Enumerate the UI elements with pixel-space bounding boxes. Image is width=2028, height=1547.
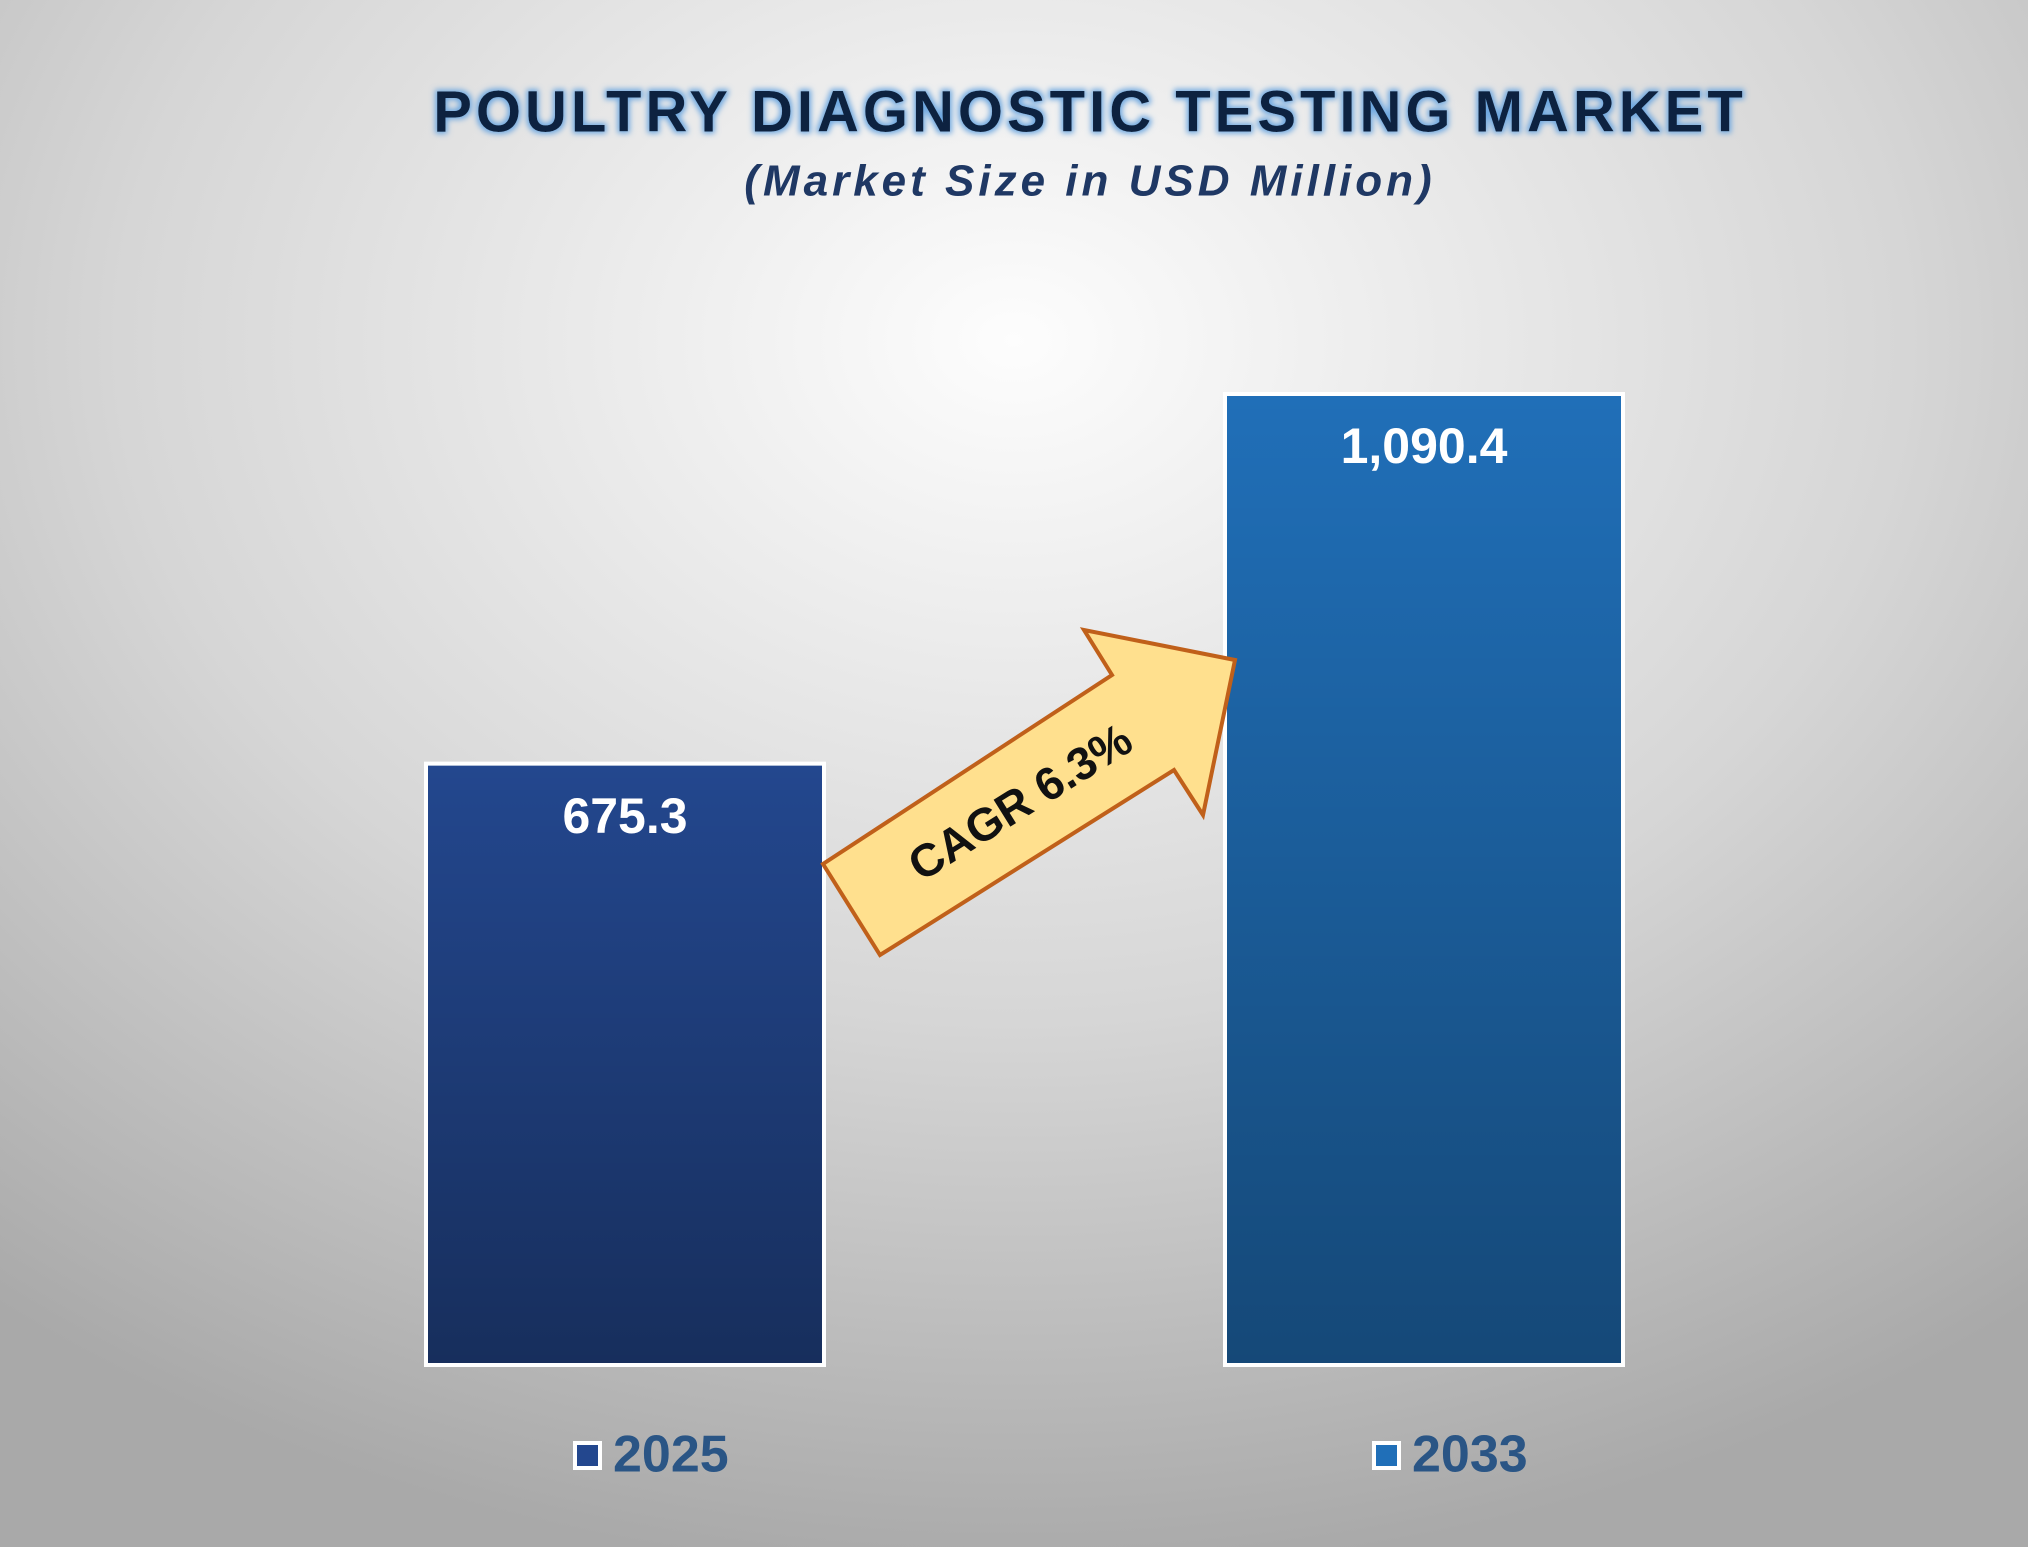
bar-shade xyxy=(1227,396,1621,1363)
arrow-shape xyxy=(820,627,1238,958)
legend-label: 2025 xyxy=(613,1426,729,1484)
legend-swatch xyxy=(573,1441,602,1470)
chart-title: POULTRY DIAGNOSTIC TESTING MARKET xyxy=(433,79,1747,144)
value-label: 675.3 xyxy=(562,788,687,844)
value-label: 1,090.4 xyxy=(1341,418,1508,474)
legend-label: 2033 xyxy=(1412,1426,1528,1484)
legend-swatch xyxy=(1372,1441,1401,1470)
bar-shade xyxy=(428,765,822,1363)
chart-subtitle: (Market Size in USD Million) xyxy=(744,157,1435,206)
plot-area: 675.3 1,090.4 xyxy=(424,392,1625,1367)
